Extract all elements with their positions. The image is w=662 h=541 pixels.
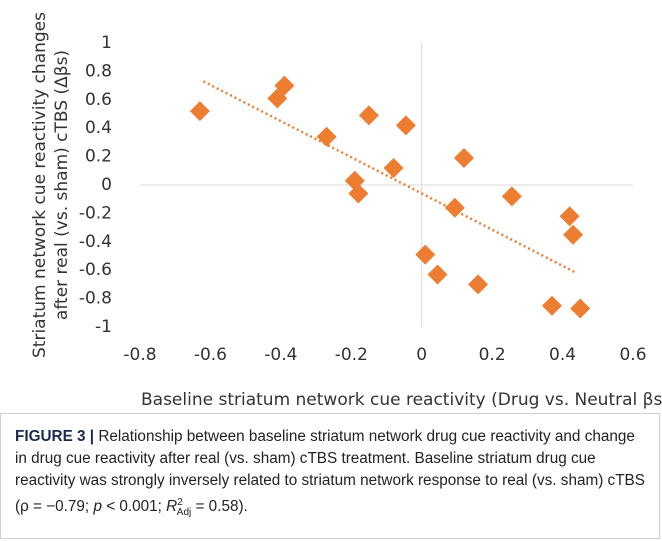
caption-text: R [166, 498, 178, 516]
x-tick-label: 0.2 [479, 345, 506, 365]
y-tick-label: 0.8 [85, 61, 112, 81]
y-tick-label: 1 [101, 33, 112, 53]
x-axis-label: Baseline striatum network cue reactivity… [141, 390, 662, 410]
y-tick-label: -1 [95, 317, 112, 337]
point [189, 101, 210, 122]
y-tick-label: -0.4 [79, 232, 112, 252]
point [267, 88, 288, 109]
x-tick-label: -0.4 [264, 345, 297, 365]
y-tick-label: 0.6 [85, 90, 112, 110]
caption-text: Relationship between baseline striatum n… [15, 428, 645, 516]
point [415, 244, 436, 265]
y-tick-label: 0.4 [85, 118, 112, 138]
point [563, 224, 584, 245]
chart: Baseline striatum network cue reactivity… [30, 12, 662, 410]
x-tick-label: -0.2 [335, 345, 368, 365]
point [570, 298, 591, 319]
point [395, 115, 416, 136]
point [468, 274, 489, 295]
caption-text: = 0.58). [191, 498, 248, 516]
point [427, 264, 448, 285]
point [444, 197, 465, 218]
y-axis-label: after real (vs. sham) cTBS (Δβs) [52, 50, 72, 320]
caption-text: p [93, 498, 102, 516]
y-tick-label: 0.2 [85, 147, 112, 167]
caption-text: 2 [177, 497, 183, 508]
x-tick-label: -0.6 [194, 345, 227, 365]
caption-text: Adj [176, 507, 192, 519]
point [358, 105, 379, 126]
y-tick-label: -0.2 [79, 203, 112, 223]
point [316, 126, 337, 147]
point [559, 206, 580, 227]
point [383, 157, 404, 178]
y-tick-label: -0.8 [79, 289, 112, 309]
caption: FIGURE 3 | Relationship between baseline… [0, 413, 660, 539]
caption-text: < 0.001; [101, 498, 167, 516]
x-tick-label: -0.8 [123, 345, 156, 365]
point [542, 295, 563, 316]
y-tick-label: -0.6 [79, 260, 112, 280]
y-axis-label: Striatum network cue reactivity changes [30, 12, 50, 358]
point [453, 148, 474, 169]
point [348, 183, 369, 204]
x-tick-label: 0 [416, 345, 427, 365]
point [501, 186, 522, 207]
x-tick-label: 0.6 [619, 345, 646, 365]
caption-label: FIGURE 3 | [15, 428, 95, 445]
y-tick-label: 0 [101, 175, 112, 195]
trendline [202, 80, 578, 275]
x-tick-label: 0.4 [549, 345, 576, 365]
